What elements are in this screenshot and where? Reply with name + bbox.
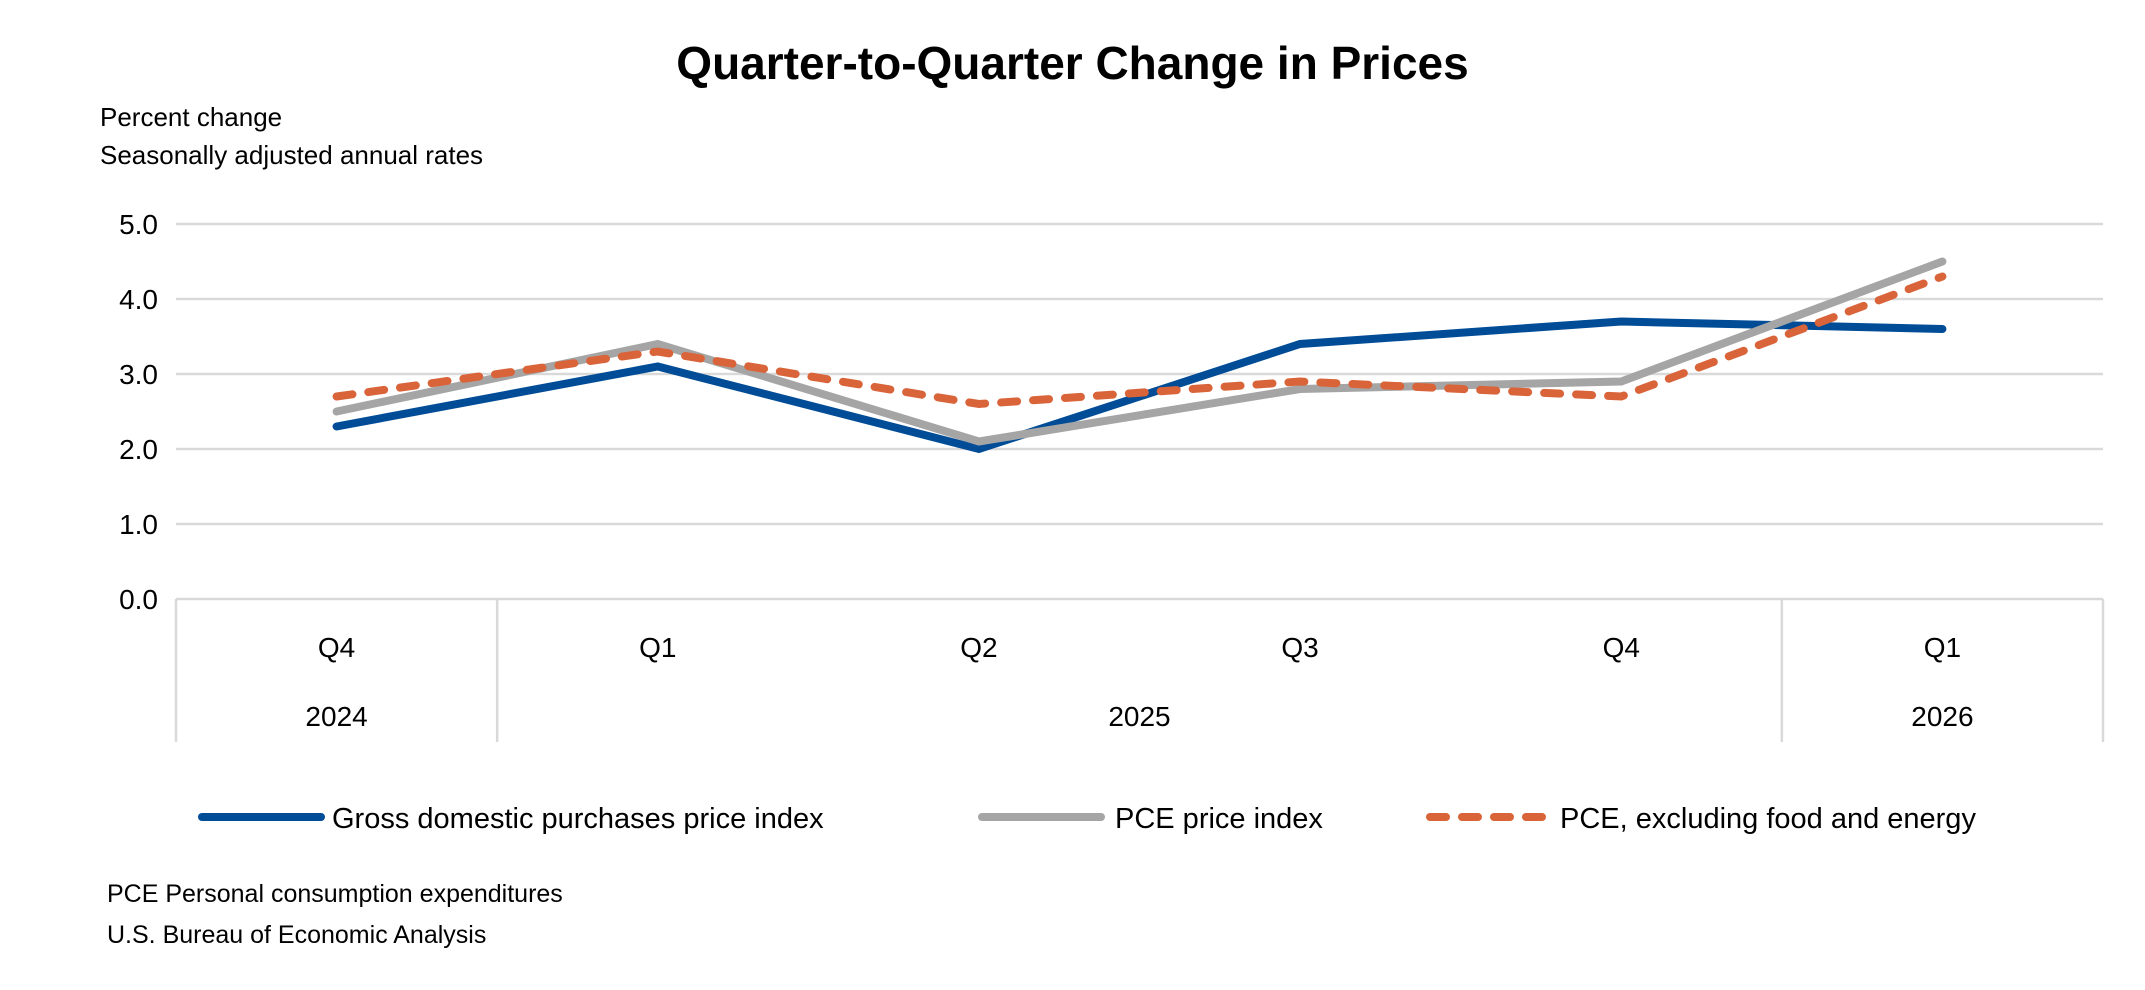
footnote-pce: PCE Personal consumption expenditures [107,880,563,908]
chart-title: Quarter-to-Quarter Change in Prices [676,37,1469,89]
x-tick-label: Q3 [1281,632,1318,663]
year-group-label: 2025 [1108,701,1170,732]
y-tick-label: 5.0 [119,209,158,240]
y-tick-label: 4.0 [119,284,158,315]
series-line-1 [332,257,1947,446]
x-tick-label: Q4 [1603,632,1640,663]
year-group-label: 2024 [305,701,367,732]
year-group-label: 2026 [1911,701,1973,732]
footnote-source: U.S. Bureau of Economic Analysis [107,921,487,949]
y-axis-label-line-1: Percent change [100,102,283,132]
legend-label: Gross domestic purchases price index [332,803,824,835]
series-line-0 [332,317,1947,454]
x-tick-label: Q4 [318,632,355,663]
y-axis-label-line-2: Seasonally adjusted annual rates [100,140,484,170]
x-tick-label: Q1 [639,632,676,663]
x-tick-label: Q2 [960,632,997,663]
y-tick-label: 1.0 [119,509,158,540]
x-tick-label: Q1 [1924,632,1961,663]
y-tick-label: 0.0 [119,584,158,615]
y-tick-label: 2.0 [119,434,158,465]
legend-label: PCE price index [1115,803,1323,835]
y-tick-label: 3.0 [119,359,158,390]
series-line-2 [332,272,1947,409]
legend-label: PCE, excluding food and energy [1560,803,1976,835]
